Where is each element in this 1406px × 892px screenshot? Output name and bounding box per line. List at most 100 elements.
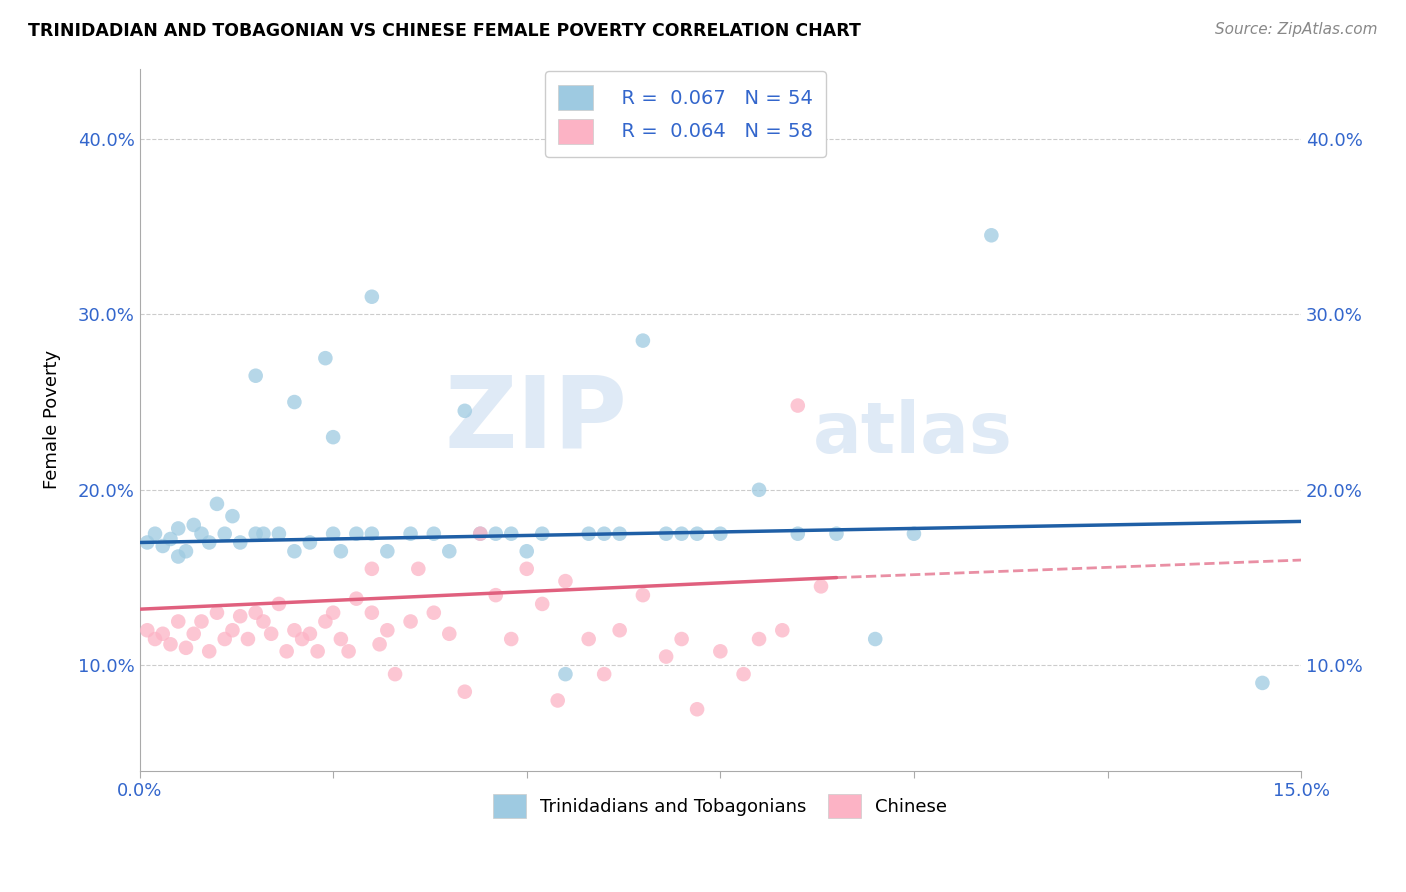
Point (516, 562, 538, 576)
Point (298, 627, 321, 641)
Point (531, 526, 554, 541)
Point (214, 632, 236, 646)
Point (143, 632, 166, 646)
Point (190, 615, 212, 629)
Point (554, 574, 576, 588)
Point (283, 544, 305, 558)
Point (214, 526, 236, 541)
Point (205, 606, 228, 620)
Point (686, 702, 709, 716)
Y-axis label: Female Poverty: Female Poverty (44, 350, 60, 489)
Point (399, 615, 422, 629)
Point (229, 535, 252, 549)
Point (980, 228, 1002, 243)
Point (485, 588, 508, 602)
Point (260, 627, 283, 641)
Point (283, 395, 305, 409)
Point (375, 624, 398, 638)
Point (554, 667, 576, 681)
Point (167, 615, 190, 629)
Point (267, 526, 290, 541)
Point (159, 532, 181, 546)
Point (609, 526, 631, 541)
Point (786, 399, 808, 413)
Point (221, 624, 243, 638)
Point (236, 632, 259, 646)
Point (245, 526, 267, 541)
Point (1251, 676, 1274, 690)
Point (748, 632, 770, 646)
Point (337, 644, 360, 658)
Point (671, 632, 693, 646)
Point (454, 684, 477, 698)
Point (229, 609, 252, 624)
Point (221, 509, 243, 524)
Point (360, 562, 382, 576)
Point (152, 627, 174, 641)
Point (329, 544, 352, 558)
Point (485, 526, 508, 541)
Point (314, 615, 336, 629)
Point (344, 591, 367, 606)
Point (174, 544, 197, 558)
Point (167, 549, 190, 564)
Point (136, 624, 159, 638)
Point (423, 526, 446, 541)
Point (190, 526, 212, 541)
Point (205, 497, 228, 511)
Point (152, 539, 174, 553)
Point (283, 624, 305, 638)
Point (501, 526, 523, 541)
Point (183, 517, 205, 532)
Point (375, 544, 398, 558)
Point (245, 606, 267, 620)
Point (733, 667, 755, 681)
Point (470, 526, 492, 541)
Point (198, 535, 221, 549)
Point (655, 526, 678, 541)
Point (408, 562, 430, 576)
Point (501, 632, 523, 646)
Point (322, 526, 344, 541)
Point (368, 637, 391, 651)
Point (360, 606, 382, 620)
Point (631, 588, 654, 602)
Point (631, 334, 654, 348)
Point (547, 693, 569, 707)
Point (159, 637, 181, 651)
Point (183, 627, 205, 641)
Point (686, 526, 709, 541)
Point (786, 526, 808, 541)
Point (825, 526, 848, 541)
Point (810, 579, 832, 593)
Point (167, 521, 190, 535)
Point (136, 535, 159, 549)
Point (593, 526, 616, 541)
Point (439, 544, 461, 558)
Point (291, 632, 314, 646)
Point (609, 624, 631, 638)
Point (267, 597, 290, 611)
Text: ZIP: ZIP (444, 371, 627, 468)
Text: Source: ZipAtlas.com: Source: ZipAtlas.com (1215, 22, 1378, 37)
Point (903, 526, 925, 541)
Text: TRINIDADIAN AND TOBAGONIAN VS CHINESE FEMALE POVERTY CORRELATION CHART: TRINIDADIAN AND TOBAGONIAN VS CHINESE FE… (28, 22, 860, 40)
Text: atlas: atlas (813, 399, 1014, 468)
Point (531, 597, 554, 611)
Point (298, 535, 321, 549)
Point (322, 430, 344, 444)
Point (307, 644, 329, 658)
Point (439, 627, 461, 641)
Point (344, 526, 367, 541)
Point (578, 632, 600, 646)
Point (863, 632, 886, 646)
Point (709, 526, 731, 541)
Point (384, 667, 406, 681)
Point (593, 667, 616, 681)
Point (174, 640, 197, 655)
Legend: Trinidadians and Tobagonians, Chinese: Trinidadians and Tobagonians, Chinese (486, 788, 955, 825)
Point (578, 526, 600, 541)
Point (360, 526, 382, 541)
Point (770, 624, 793, 638)
Point (329, 632, 352, 646)
